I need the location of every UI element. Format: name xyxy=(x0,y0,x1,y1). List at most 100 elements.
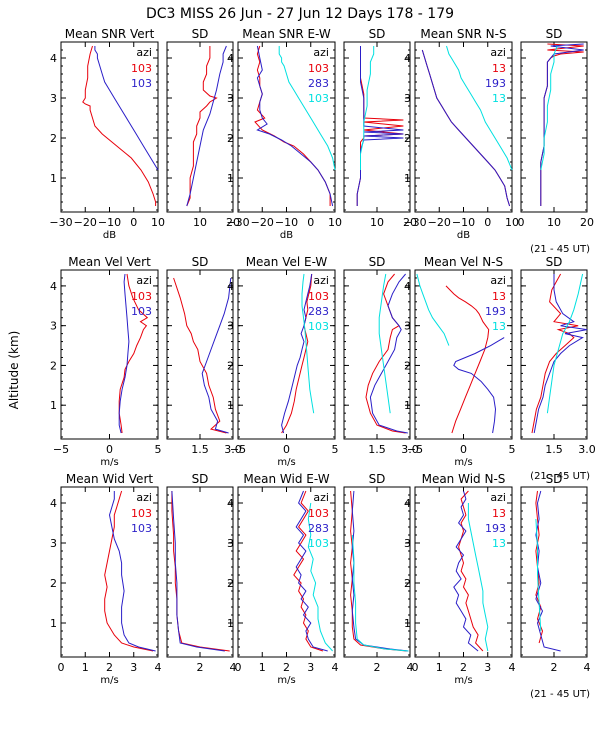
x-tick-label: 4 xyxy=(332,661,339,674)
x-tick-label: 20 xyxy=(226,216,240,229)
x-tick-label: 3.0 xyxy=(401,443,419,456)
y-tick-label: 3 xyxy=(227,320,234,333)
panel-0-3: 10 20 SD xyxy=(343,27,417,229)
series-line-blue xyxy=(281,273,313,434)
series-line-red xyxy=(445,285,490,434)
panel-1-2: 1 2 3 4 −5 0 5 Mean Vel E-W m/s azi 103 283 103 xyxy=(227,255,339,468)
series-line-blue xyxy=(351,490,409,652)
panel-title: SD xyxy=(369,255,386,269)
panel-2-5: 2 4SD(21 - 45 UT) xyxy=(520,472,591,700)
legend-entry: 103 xyxy=(308,62,329,75)
series-line-red xyxy=(82,45,157,206)
x-tick-label: 1 xyxy=(436,661,443,674)
x-tick-label: 1 xyxy=(259,661,266,674)
x-axis-label: dB xyxy=(457,230,470,241)
x-tick-label: 10 xyxy=(151,216,165,229)
x-tick-label: −5 xyxy=(407,443,423,456)
y-tick-label: 1 xyxy=(227,399,234,412)
y-tick-label: 3 xyxy=(227,537,234,550)
panel-0-4: 1 2 3 4 −30 −20 −10 0 10 Mean SNR N-S dB azi 13 193 13 xyxy=(403,27,519,241)
legend-header: azi xyxy=(313,274,329,287)
x-tick-label: 10 xyxy=(370,216,384,229)
x-tick-label: 3.0 xyxy=(224,443,242,456)
legend-entry: 13 xyxy=(492,320,506,333)
x-tick-label: −20 xyxy=(74,216,97,229)
series-line-cyan xyxy=(546,273,584,414)
panel-title: SD xyxy=(369,472,386,486)
legend-entry: 193 xyxy=(485,522,506,535)
legend-entry: 283 xyxy=(308,77,329,90)
panel-frame xyxy=(166,269,234,440)
legend-entry: 103 xyxy=(131,522,152,535)
x-tick-label: 2 xyxy=(283,661,290,674)
panel-frame xyxy=(520,486,588,658)
panel-title: Mean Wid Vert xyxy=(66,472,153,486)
x-axis-label: dB xyxy=(103,230,116,241)
legend-entry: 13 xyxy=(492,537,506,550)
x-axis-label: m/s xyxy=(277,457,295,468)
panel-frame xyxy=(166,41,234,213)
series-line-cyan xyxy=(467,503,489,652)
y-tick-label: 4 xyxy=(50,280,57,293)
x-tick-label: −10 xyxy=(98,216,121,229)
x-tick-label: 4 xyxy=(509,661,516,674)
x-tick-label: 10 xyxy=(547,216,561,229)
series-line-red xyxy=(365,273,406,434)
legend-entry: 103 xyxy=(308,320,329,333)
y-tick-label: 1 xyxy=(227,617,234,630)
series-line-blue xyxy=(186,45,227,207)
x-axis-label: m/s xyxy=(100,457,118,468)
y-tick-label: 4 xyxy=(404,280,411,293)
series-line-blue xyxy=(94,46,159,171)
x-tick-label: 3 xyxy=(484,661,491,674)
x-axis-label: dB xyxy=(280,230,293,241)
panel-title: Mean Wid E-W xyxy=(243,472,329,486)
panel-title: Mean SNR Vert xyxy=(65,27,155,41)
series-line-cyan xyxy=(535,518,542,632)
x-tick-label: −5 xyxy=(230,443,246,456)
x-tick-label: −30 xyxy=(49,216,72,229)
panel-frame xyxy=(166,486,234,658)
panel-2-0: 1 2 3 4 0 1 2 3 4 Mean Wid Vert m/s azi 103 103 xyxy=(50,472,162,686)
legend-entry: 193 xyxy=(485,305,506,318)
legend-entry: 103 xyxy=(131,305,152,318)
panel-1-4: 1 2 3 4 −5 0 5 Mean Vel N-S m/s azi 13 193 13 xyxy=(404,255,516,468)
series-line-blue xyxy=(453,337,505,434)
x-tick-label: −10 xyxy=(275,216,298,229)
panel-title: SD xyxy=(369,27,386,41)
y-tick-label: 4 xyxy=(50,52,57,65)
legend-entry: 13 xyxy=(492,62,506,75)
y-tick-label: 3 xyxy=(404,92,411,105)
series-line-red xyxy=(186,46,218,207)
x-tick-label: 0 xyxy=(106,443,113,456)
legend-entry: 103 xyxy=(131,77,152,90)
panel-title: SD xyxy=(192,255,209,269)
x-tick-label: 0 xyxy=(307,216,314,229)
series-line-cyan xyxy=(446,45,513,171)
panel-title: Mean Vel E-W xyxy=(246,255,328,269)
y-tick-label: 2 xyxy=(227,577,234,590)
legend-header: azi xyxy=(313,491,329,504)
legend-entry: 103 xyxy=(308,537,329,550)
x-tick-label: 0 xyxy=(518,216,525,229)
y-axis-label: Altitude (km) xyxy=(7,331,21,410)
series-line-cyan xyxy=(416,273,450,346)
y-tick-label: 4 xyxy=(404,52,411,65)
x-tick-label: 3.0 xyxy=(578,443,596,456)
panel-title: SD xyxy=(192,27,209,41)
figure-title: DC3 MISS 26 Jun - 27 Jun 12 Days 178 - 1… xyxy=(146,6,454,22)
y-tick-label: 1 xyxy=(404,172,411,185)
legend-entry: 13 xyxy=(492,92,506,105)
panel-title: Mean Vel Vert xyxy=(68,255,151,269)
legend-entry: 103 xyxy=(131,290,152,303)
y-tick-label: 1 xyxy=(50,617,57,630)
x-axis-label: m/s xyxy=(277,675,295,686)
legend-entry: 103 xyxy=(131,62,152,75)
time-range-label: (21 - 45 UT) xyxy=(530,689,590,700)
legend-header: azi xyxy=(136,274,152,287)
series-line-blue xyxy=(369,273,408,434)
x-tick-label: 10 xyxy=(505,216,519,229)
legend-header: azi xyxy=(313,46,329,59)
x-tick-label: −30 xyxy=(403,216,426,229)
